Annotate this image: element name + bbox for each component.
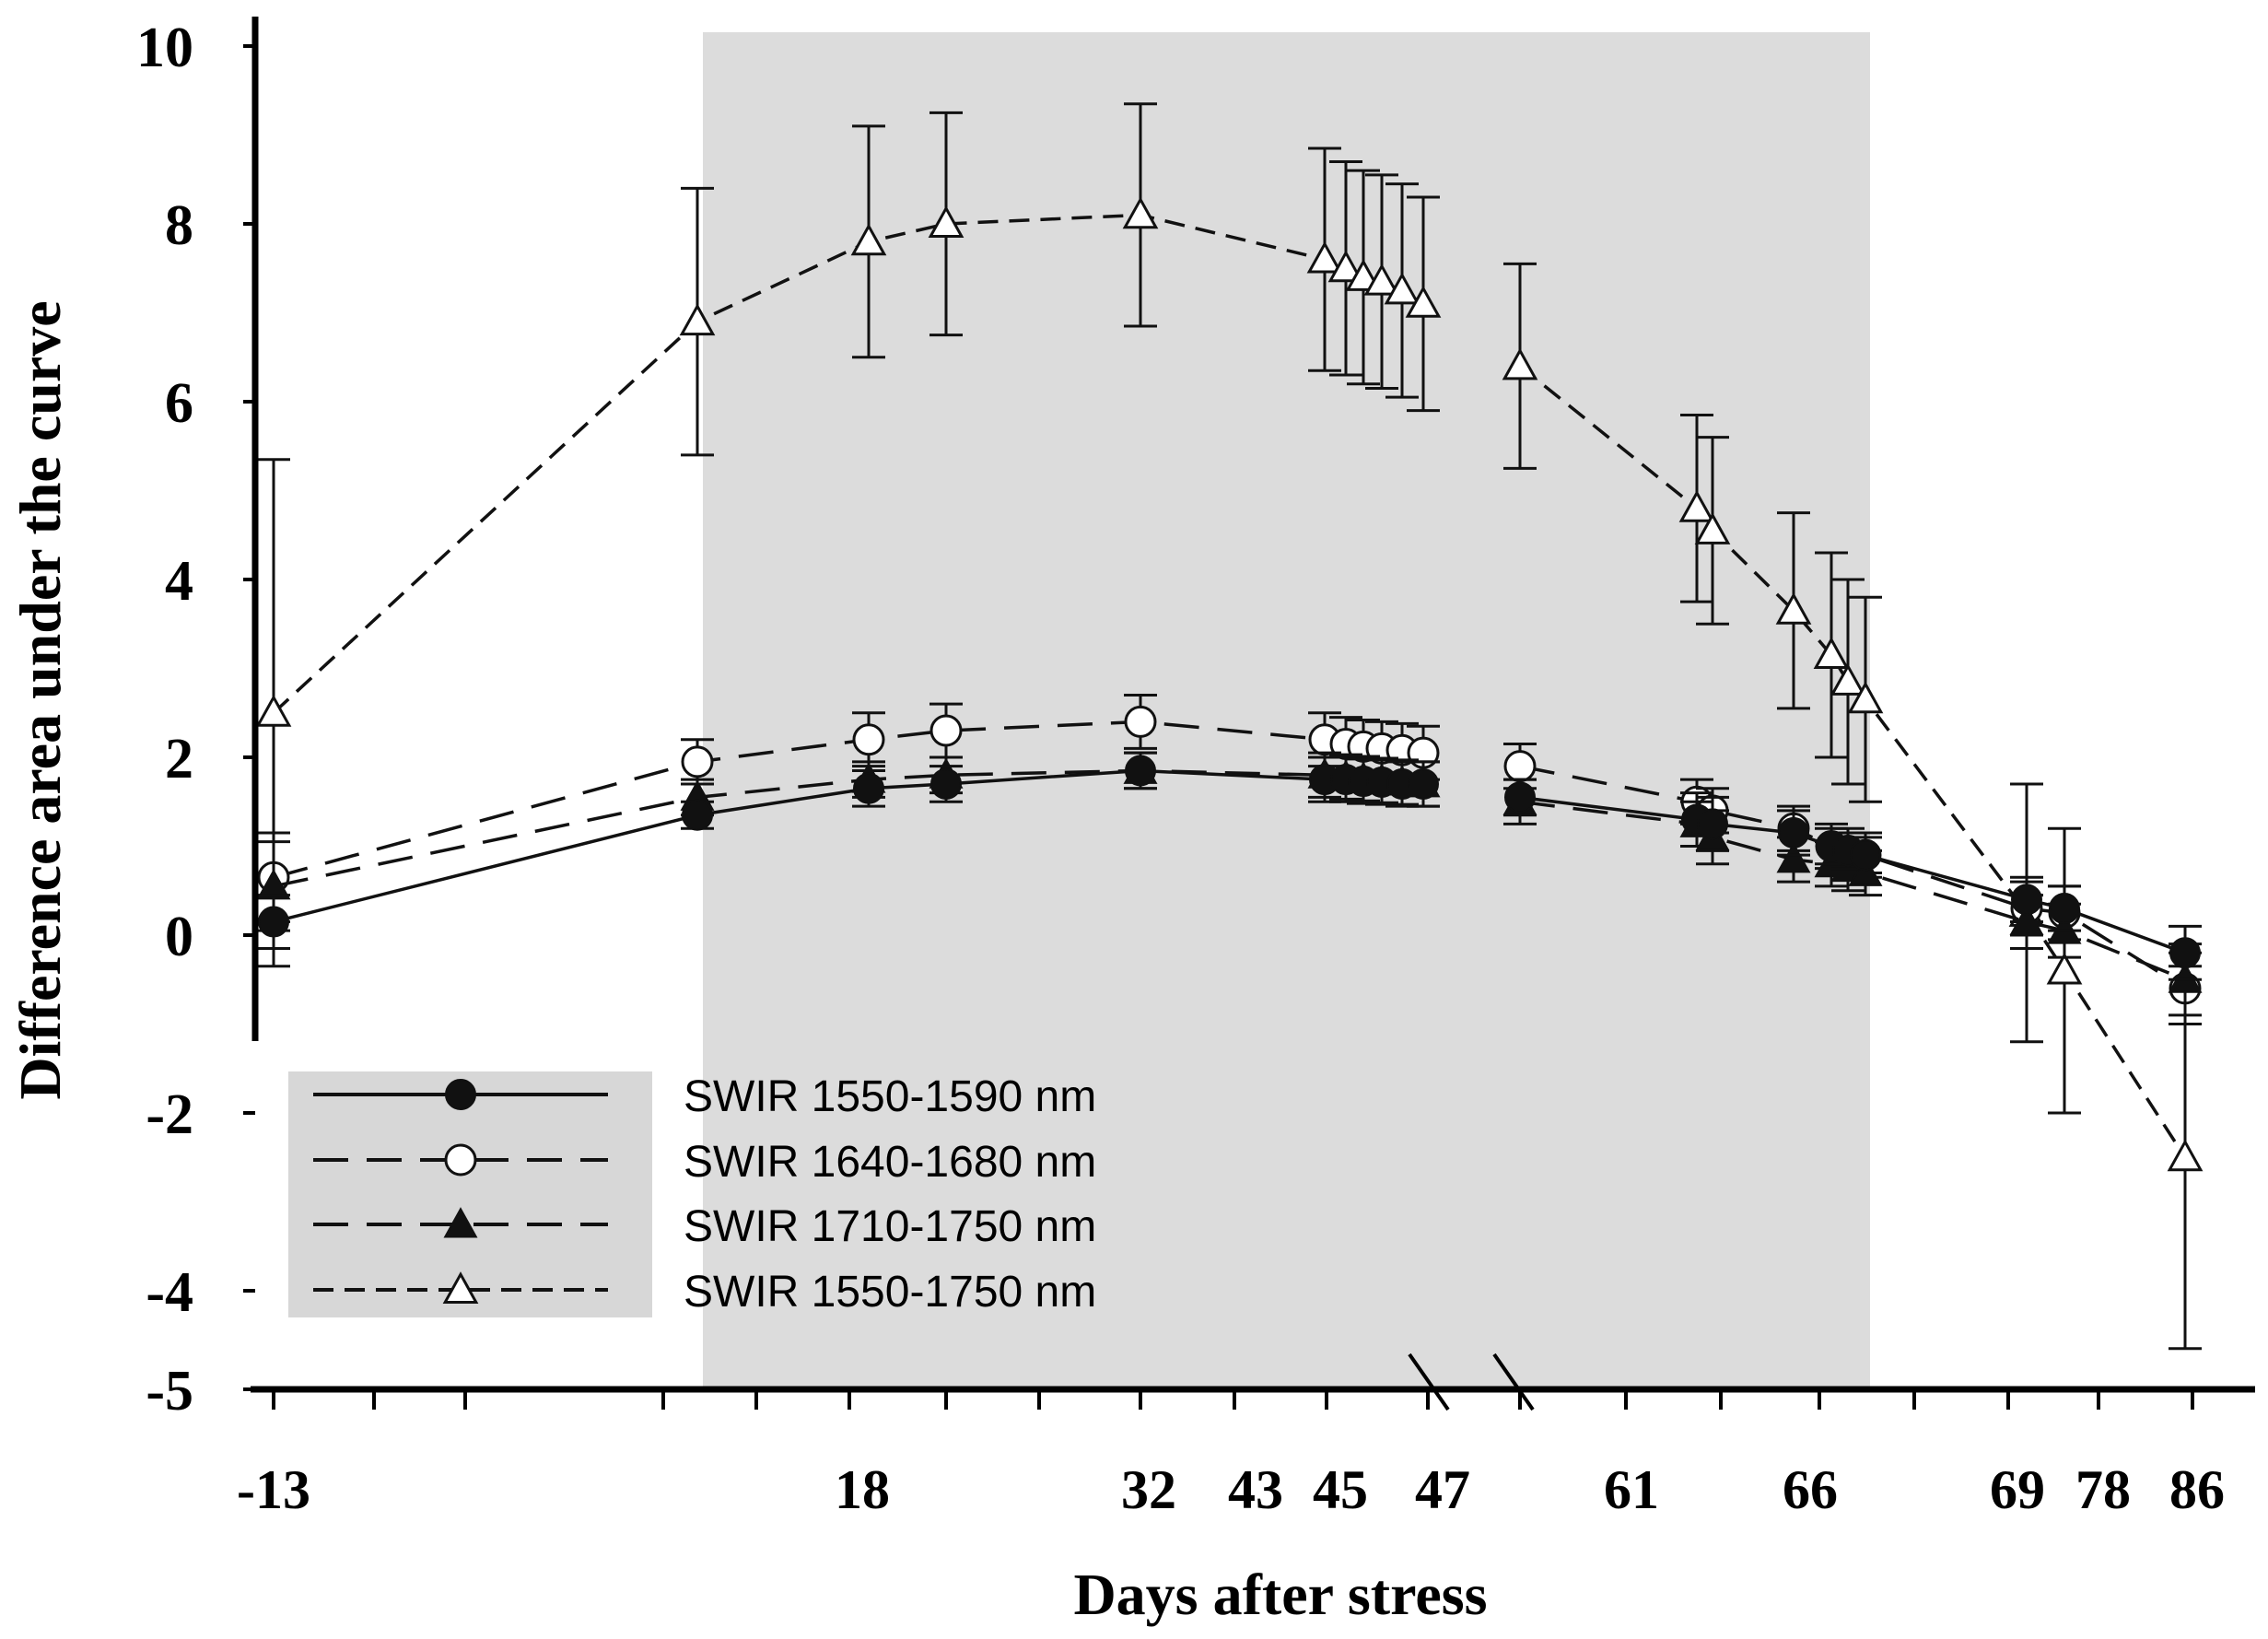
open-circle-marker [929, 714, 963, 747]
y-tick-label: -4 [146, 1261, 193, 1324]
open-triangle-marker [1306, 240, 1343, 274]
filled-circle-marker [1504, 781, 1536, 814]
open-circle-marker [1503, 750, 1537, 783]
legend-label: SWIR 1640-1680 nm [684, 1138, 1096, 1187]
filled-circle-marker [2049, 893, 2080, 925]
filled-triangle-marker [443, 1207, 478, 1238]
legend-box [288, 1071, 652, 1317]
open-triangle-marker [928, 205, 964, 238]
open-triangle-marker [1847, 681, 1884, 714]
legend-items: SWIR 1550-1590 nm SWIR 1640-1680 nm SWIR 1… [313, 1072, 1096, 1317]
series-layer [255, 102, 2204, 1351]
legend-label: SWIR 1550-1590 nm [684, 1072, 1096, 1121]
series-4 [255, 102, 2204, 1351]
y-tick-label: 6 [165, 372, 193, 435]
x-tick-label: 32 [1121, 1459, 1176, 1520]
y-tick-label: 0 [165, 906, 193, 968]
axis-break-mark [1492, 1352, 1535, 1411]
open-circle-marker [852, 723, 885, 756]
open-triangle-marker [1694, 512, 1731, 544]
open-triangle-marker [1813, 637, 1850, 669]
x-tick-label: 18 [835, 1459, 890, 1520]
y-tick-label: 8 [165, 194, 193, 257]
x-tick-label: 45 [1313, 1459, 1368, 1520]
filled-triangle-marker [1776, 842, 1811, 873]
y-tick-label: -5 [146, 1360, 193, 1422]
x-tick-label: 86 [2169, 1459, 2225, 1520]
open-triangle-marker [1122, 196, 1159, 229]
shaded-region [703, 32, 1870, 1387]
open-triangle-marker [679, 303, 716, 336]
open-triangle-marker [1384, 272, 1420, 305]
filled-circle-marker [1850, 839, 1881, 872]
filled-circle-marker [930, 767, 962, 800]
open-triangle-marker [1775, 591, 1812, 625]
filled-circle-marker [853, 772, 884, 804]
filled-circle-marker [1697, 808, 1728, 840]
x-ticks: -13 18 32 43 45 47 61 66 69 78 86 [237, 1389, 2225, 1520]
open-triangle-marker [1678, 489, 1715, 522]
open-triangle-marker [2167, 1139, 2204, 1172]
x-tick-label: 43 [1228, 1459, 1283, 1520]
x-tick-label: 47 [1415, 1459, 1470, 1520]
series-1 [257, 751, 2202, 981]
open-triangle-marker [1405, 285, 1442, 318]
open-triangle-marker [1363, 263, 1400, 296]
legend: SWIR 1550-1590 nm SWIR 1640-1680 nm SWIR 1… [288, 1071, 1096, 1317]
open-triangle-marker [1502, 347, 1538, 380]
filled-circle-marker [1408, 767, 1439, 800]
x-tick-label: -13 [237, 1459, 310, 1520]
y-ticks: 10 8 6 4 2 0 -2 -4 -5 [136, 17, 255, 1422]
x-tick-label: 66 [1783, 1459, 1838, 1520]
filled-circle-marker [1778, 817, 1809, 849]
legend-label: SWIR 1550-1750 nm [684, 1268, 1096, 1317]
x-tick-label: 69 [1990, 1459, 2045, 1520]
filled-circle-marker [258, 906, 289, 938]
open-circle-marker [1124, 705, 1157, 738]
filled-circle-marker [2169, 937, 2201, 969]
filled-circle-marker [1125, 755, 1156, 787]
open-circle-marker [681, 745, 714, 779]
open-triangle-marker [255, 694, 292, 727]
filled-circle-marker [682, 799, 713, 831]
filled-circle-marker [2011, 884, 2042, 916]
open-triangle-marker [1830, 663, 1866, 696]
y-tick-label: 2 [165, 728, 193, 790]
legend-label: SWIR 1710-1750 nm [684, 1202, 1096, 1251]
y-tick-label: -2 [146, 1083, 193, 1146]
open-triangle-marker [2046, 952, 2083, 985]
x-tick-label: 78 [2075, 1459, 2131, 1520]
open-triangle-marker [850, 223, 887, 256]
x-axis-label: Days after stress [1073, 1562, 1487, 1627]
y-axis-label: Difference area under the curve [7, 300, 73, 1099]
x-tick-label: 61 [1604, 1459, 1659, 1520]
filled-circle-marker [445, 1079, 476, 1110]
open-triangle-marker [442, 1271, 479, 1304]
axis-break-mark [1408, 1352, 1450, 1411]
y-tick-label: 10 [136, 17, 193, 79]
open-circle-marker [444, 1143, 477, 1177]
y-tick-label: 4 [165, 550, 193, 613]
open-triangle-marker [1327, 250, 1364, 283]
